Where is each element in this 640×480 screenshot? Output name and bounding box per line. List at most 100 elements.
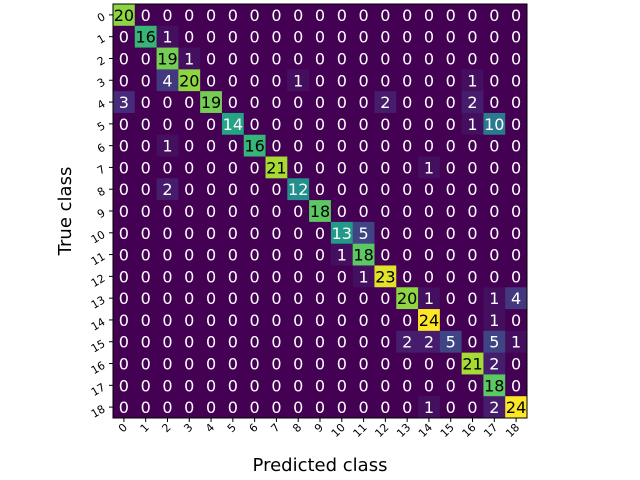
cell-value-label: 0 <box>402 202 412 221</box>
cell-value-label: 0 <box>467 6 477 25</box>
heatmap-cell <box>330 112 354 136</box>
heatmap-cell <box>287 69 310 92</box>
cell-value-label: 0 <box>119 137 129 156</box>
heatmap-cell <box>134 69 158 92</box>
cell-value-label: 0 <box>206 355 216 374</box>
heatmap-cell <box>352 156 375 179</box>
cell-value-label: 0 <box>206 224 216 243</box>
heatmap-cell <box>330 243 354 266</box>
heatmap-cell <box>461 91 484 114</box>
heatmap-cell <box>330 396 354 419</box>
cell-value-label: 0 <box>184 115 194 134</box>
heatmap-cell <box>418 25 441 49</box>
cell-value-label: 0 <box>271 376 281 395</box>
cell-value-label: 0 <box>511 49 521 68</box>
x-tick-label: 2 <box>159 421 173 435</box>
cell-value-label: 0 <box>250 333 260 352</box>
cell-value-label: 0 <box>380 28 390 47</box>
cell-value-label: 0 <box>337 311 347 330</box>
heatmap-cell <box>396 47 419 70</box>
heatmap-cell <box>374 134 397 158</box>
heatmap-cell <box>178 396 201 419</box>
heatmap-cell <box>265 4 288 27</box>
cell-value-label: 0 <box>337 93 347 112</box>
cell-value-label: 0 <box>250 28 260 47</box>
cell-value-label: 0 <box>162 267 172 286</box>
cell-value-label: 0 <box>206 49 216 68</box>
heatmap-cell <box>330 221 354 245</box>
cell-value-label: 0 <box>511 246 521 265</box>
heatmap-cell <box>243 25 267 49</box>
heatmap-cell <box>330 69 354 92</box>
heatmap-cell <box>352 69 375 92</box>
heatmap-cell <box>352 374 375 397</box>
heatmap-cell <box>439 243 463 266</box>
x-tick-label: 7 <box>268 421 282 435</box>
cell-value-label: 0 <box>271 137 281 156</box>
cell-value-label: 0 <box>119 289 129 308</box>
x-tick-label: 10 <box>329 421 348 440</box>
y-tick-label: 16 <box>89 359 108 377</box>
cell-value-label: 0 <box>206 115 216 134</box>
heatmap-cell <box>156 309 179 332</box>
heatmap-cell <box>396 200 419 223</box>
heatmap-cell <box>221 330 245 354</box>
heatmap-cell <box>221 200 245 223</box>
cell-value-label: 0 <box>141 224 151 243</box>
heatmap-cell <box>418 309 441 332</box>
cell-value-label: 0 <box>511 137 521 156</box>
heatmap-cell <box>287 352 310 375</box>
cell-value-label: 0 <box>337 355 347 374</box>
cell-value-label: 0 <box>489 202 499 221</box>
heatmap-cell <box>221 287 245 310</box>
cell-value-label: 0 <box>402 93 412 112</box>
heatmap-cell <box>374 309 397 332</box>
cell-value-label: 0 <box>467 246 477 265</box>
heatmap-cell <box>309 396 332 419</box>
y-tick-label: 9 <box>95 206 108 221</box>
x-axis-ticks: 0 1 2 3 4 5 6 7 8 9 10 11 12 13 14 15 16 17 18 <box>116 418 522 440</box>
heatmap-cell <box>461 374 484 397</box>
heatmap-cell <box>439 352 463 375</box>
cell-value-label: 2 <box>380 93 390 112</box>
x-tick-label: 0 <box>116 421 130 435</box>
heatmap-cell <box>243 221 267 245</box>
heatmap-cell <box>396 4 419 27</box>
cell-value-label: 0 <box>467 289 477 308</box>
cell-value-label: 1 <box>489 289 499 308</box>
x-axis-label: Predicted class <box>253 455 388 476</box>
heatmap-cell <box>374 287 397 310</box>
heatmap-cell <box>221 352 245 375</box>
heatmap-cell <box>134 243 158 266</box>
y-tick-label: 1 <box>95 32 108 47</box>
heatmap-cell <box>461 396 484 419</box>
cell-value-label: 0 <box>141 267 151 286</box>
cell-value-label: 0 <box>250 180 260 199</box>
y-tick-label: 12 <box>89 272 108 290</box>
cell-value-label: 0 <box>337 49 347 68</box>
cell-value-label: 0 <box>315 267 325 286</box>
heatmap-cell <box>221 69 245 92</box>
cell-value-label: 0 <box>271 202 281 221</box>
cell-value-label: 0 <box>402 158 412 177</box>
cell-value-label: 0 <box>511 224 521 243</box>
cell-value-label: 0 <box>184 158 194 177</box>
cell-value-label: 0 <box>446 137 456 156</box>
cell-value-label: 0 <box>162 246 172 265</box>
cell-value-label: 0 <box>162 289 172 308</box>
cell-value-label: 1 <box>293 71 303 90</box>
heatmap-cell <box>483 69 506 92</box>
cell-value-label: 0 <box>119 333 129 352</box>
heatmap-cell <box>221 243 245 266</box>
heatmap-cell <box>396 396 419 419</box>
heatmap-cell <box>330 309 354 332</box>
cell-value-label: 0 <box>358 28 368 47</box>
heatmap-cell <box>221 265 245 288</box>
cell-value-label: 0 <box>315 49 325 68</box>
cell-value-label: 0 <box>141 158 151 177</box>
cell-value-label: 0 <box>380 289 390 308</box>
heatmap-cell <box>287 112 310 136</box>
cell-value-label: 0 <box>489 71 499 90</box>
cell-value-label: 0 <box>315 355 325 374</box>
heatmap-cell <box>396 330 419 354</box>
